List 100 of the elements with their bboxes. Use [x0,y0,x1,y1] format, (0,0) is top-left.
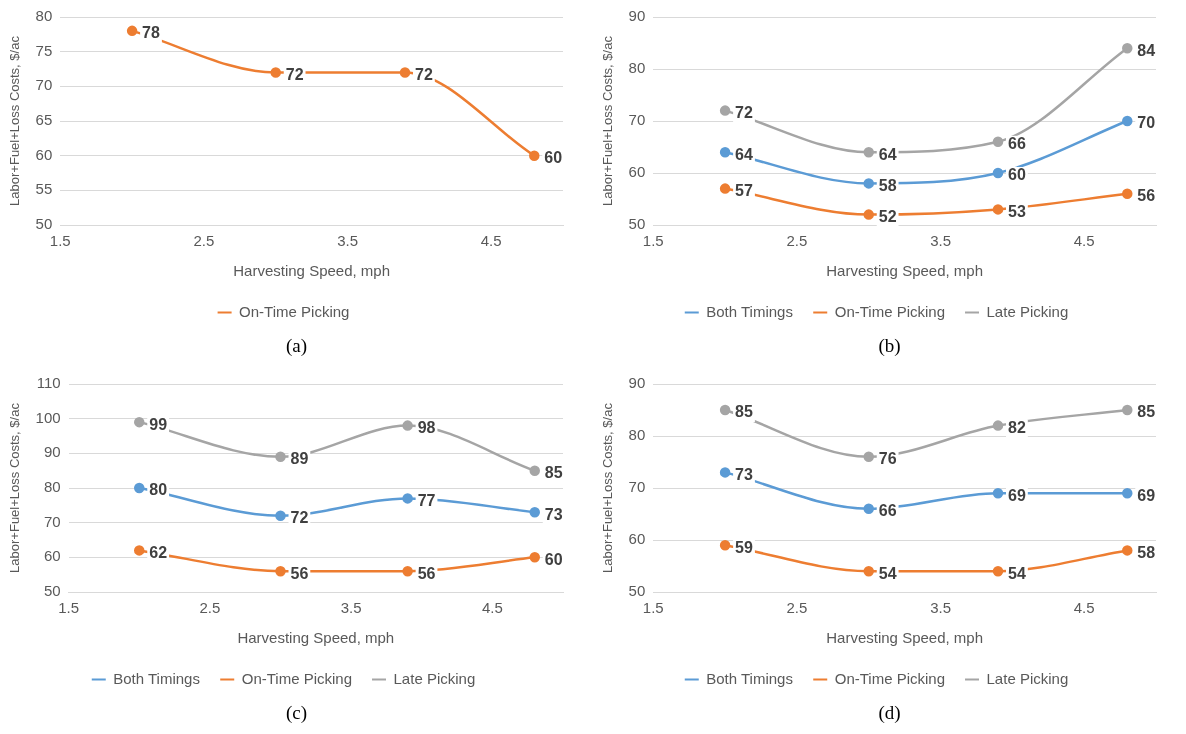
x-tick-label: 4.5 [481,599,503,617]
data-label: 99 [149,415,168,433]
point [992,420,1004,431]
point [863,209,874,220]
y-axis-title: Labor+Fuel+Loss Costs, $/ac [600,402,616,573]
x-tick-label: 4.5 [480,232,502,250]
data-label: 66 [1008,135,1026,153]
y-tick-label: 80 [628,59,646,77]
point [1122,115,1133,127]
y-axis-title: Labor+Fuel+Loss Costs, $/ac [7,402,23,573]
point [719,146,731,158]
data-label: 66 [878,502,897,520]
data-label: 60 [1008,166,1026,184]
point [529,150,540,161]
point [1122,404,1133,416]
point [1122,42,1133,54]
point [134,416,145,428]
point [126,25,138,37]
y-tick-label: 90 [43,443,61,461]
data-label: 73 [735,465,753,483]
x-axis-title: Harvesting Speed, mph [233,262,391,280]
y-tick-label: 80 [628,426,646,444]
point [529,552,540,563]
text: (c) [284,702,309,724]
point [719,105,731,116]
data-label: 59 [735,538,753,556]
data-label: 54 [878,564,897,582]
y-tick-label: 80 [35,7,53,25]
x-tick-label: 1.5 [642,232,664,250]
point [992,136,1004,148]
data-label: 89 [290,450,309,468]
y-tick-label: 90 [628,7,646,25]
x-tick-label: 2.5 [193,232,215,250]
point [402,565,413,577]
y-tick-label: 60 [628,163,646,181]
point [992,487,1004,499]
data-label: 58 [1137,543,1156,561]
text: (d) [877,702,902,724]
legend-label: On-Time Picking [834,302,946,320]
y-tick-label: 50 [35,215,53,233]
data-label: 80 [149,481,168,499]
legend-label: Both Timings [706,302,793,320]
data-label: 85 [544,464,563,482]
point [270,67,281,78]
legend-label: Late Picking [986,669,1069,687]
legend-label: Late Picking [393,669,476,687]
point [402,420,413,431]
point [399,67,411,78]
point [863,565,874,577]
data-label: 58 [878,176,897,194]
data-label: 73 [544,505,563,523]
point [402,493,413,504]
point [1122,545,1133,556]
data-label: 77 [417,491,436,509]
x-tick-label: 4.5 [1073,232,1095,250]
x-tick-label: 1.5 [642,599,664,617]
data-label: 70 [1137,114,1156,132]
point [719,183,731,194]
legend-label: Both Timings [113,669,200,687]
data-label: 53 [1008,202,1026,220]
data-label: 78 [142,24,160,42]
x-tick-label: 1.5 [49,232,71,250]
text: (a) [284,335,309,357]
point [992,565,1004,577]
y-tick-label: 80 [43,478,61,496]
x-tick-label: 2.5 [786,232,808,250]
data-label: 56 [1137,187,1156,205]
data-label: 60 [544,149,563,167]
data-label: 76 [878,450,897,468]
data-label: 98 [417,419,436,437]
data-label: 57 [735,182,753,200]
data-label: 64 [878,145,897,163]
point [863,451,874,463]
y-tick-label: 60 [43,547,61,565]
data-label: 85 [735,403,753,421]
point [275,565,286,577]
x-tick-label: 3.5 [930,599,951,617]
x-tick-label: 2.5 [786,599,808,617]
data-label: 82 [1008,419,1026,437]
point [134,545,145,556]
legend-label: On-Time Picking [241,669,353,687]
point [992,167,1004,179]
data-label: 56 [290,564,309,582]
y-tick-label: 65 [35,111,53,129]
point [719,404,731,416]
x-tick-label: 1.5 [58,599,80,617]
point [992,204,1004,215]
point [134,482,145,494]
y-axis-title: Labor+Fuel+Loss Costs, $/ac [7,35,23,206]
data-label: 72 [735,104,753,122]
point [1122,188,1133,200]
data-label: 72 [285,65,304,83]
y-tick-label: 100 [35,408,61,426]
y-tick-label: 50 [628,582,646,600]
y-tick-label: 50 [43,582,61,600]
y-tick-label: 50 [628,215,646,233]
data-label: 64 [735,145,753,163]
x-tick-label: 4.5 [1073,599,1095,617]
point [275,510,286,521]
point [1122,487,1133,499]
